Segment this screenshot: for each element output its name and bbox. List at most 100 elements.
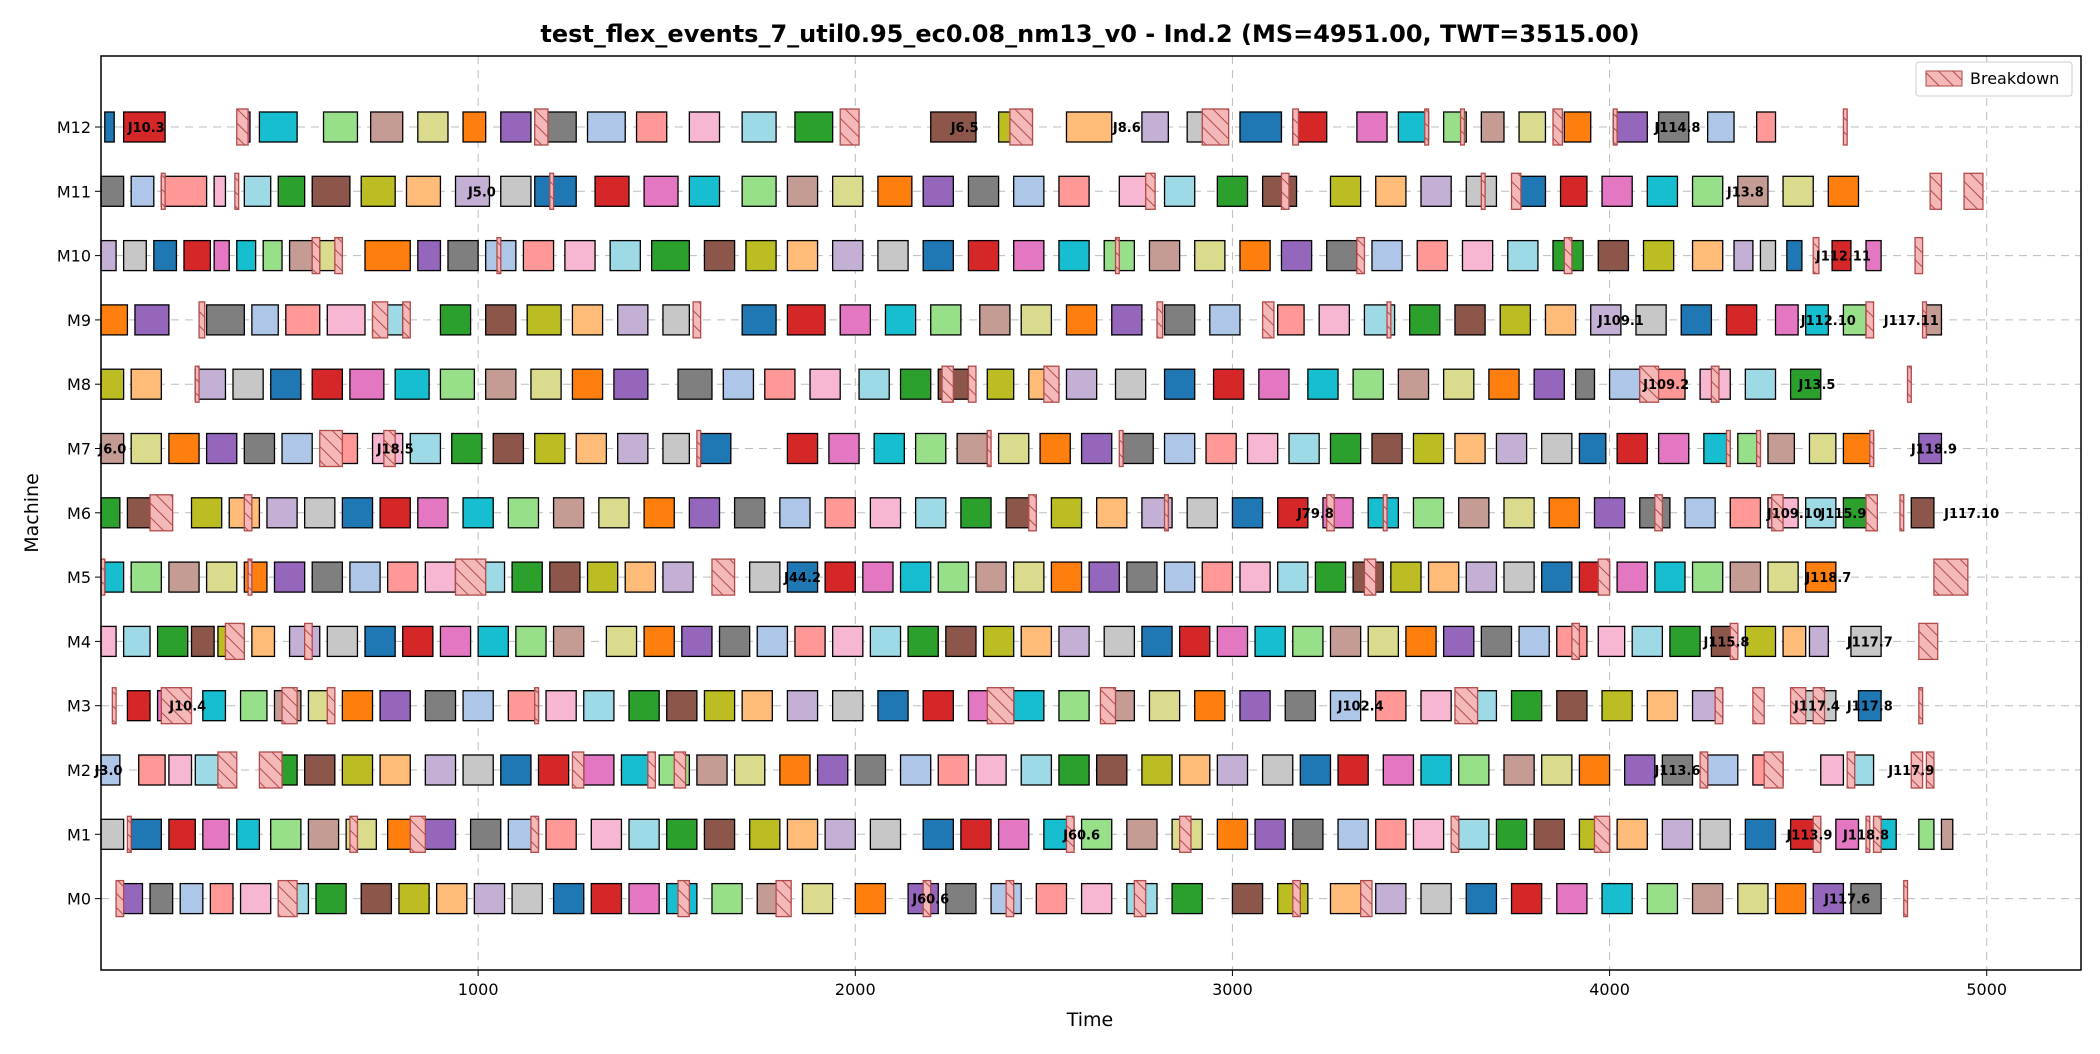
operation-bar [213,175,227,207]
operation-bar [304,754,336,786]
operation-bar [1510,882,1543,915]
breakdown-bar [349,815,359,853]
operation-label: J117.11 [1883,314,1939,329]
operation-bar [1096,754,1128,786]
operation-bar [1058,625,1090,658]
operation-bar [1284,690,1317,722]
operation-bar [1759,239,1777,272]
operation-bar [741,111,777,143]
operation-bar [749,818,781,850]
operation-bar [1559,175,1588,207]
operation-label: J3.0 [94,764,123,779]
operation-bar [130,432,162,465]
operation-bar [1209,304,1241,336]
operation-bar [1918,432,1943,465]
operation-bar [402,625,434,658]
breakdown-bar [334,236,344,275]
breakdown-bar [1639,365,1660,403]
operation-bar [1767,561,1799,593]
breakdown-bar [1145,172,1156,210]
operation-bar [1458,754,1490,786]
operation-bar [854,882,887,915]
operation-bar [304,497,336,529]
operation-bar [1646,175,1679,207]
y-tick-label: M12 [57,118,91,137]
operation-label: J6.0 [97,443,126,458]
operation-bar [1216,818,1249,850]
operation-bar [1013,690,1045,722]
operation-bar [590,818,623,850]
operation-bar [1458,818,1490,850]
operation-bar [1737,175,1769,207]
x-tick-label: 5000 [1966,980,2007,999]
operation-bar [1725,304,1758,336]
operation-bar [1239,111,1283,143]
breakdown-bar [1360,879,1373,918]
operation-bar [1827,175,1860,207]
operation-bar [862,561,894,593]
breakdown-bar [115,879,125,918]
operation-bar [824,818,856,850]
operation-bar [1356,111,1388,143]
breakdown-bar [1043,365,1060,403]
operation-bar [243,175,272,207]
operation-bar [816,754,849,786]
operation-bar [1458,497,1490,529]
operation-label: J112.10 [1800,314,1856,329]
breakdown-bar [1593,815,1611,853]
operation-bar [1657,432,1690,465]
operation-bar [439,368,476,400]
operation-bar [258,111,298,143]
operation-bar [1148,690,1181,722]
breakdown-bar [1118,429,1124,468]
operation-bar [1556,882,1588,915]
operation-bar [1691,882,1724,915]
breakdown-bar [224,622,245,661]
operation-bar [104,561,125,593]
operation-bar [1337,818,1369,850]
y-tick-label: M3 [67,697,91,716]
breakdown-bar [922,879,932,918]
operation-bar [1141,625,1173,658]
breakdown-bar [319,429,344,468]
operation-bar [1020,304,1053,336]
breakdown-bar [530,815,540,853]
operation-bar [1307,368,1339,400]
operation-bar [1646,882,1679,915]
breakdown-bar [941,365,954,403]
operation-bar [824,497,856,529]
operation-bar [405,175,442,207]
operation-bar [341,690,374,722]
breakdown-bar [258,751,283,789]
operation-bar [914,432,947,465]
operation-bar [307,818,340,850]
operation-bar [869,818,902,850]
breakdown-bar [1280,172,1290,210]
operation-bar [643,497,675,529]
breakdown-bar [1450,815,1460,853]
operation-bar [590,882,623,915]
operation-bar [635,111,668,143]
operation-bar [232,368,264,400]
operation-bar [824,561,856,593]
operation-bar [1503,754,1535,786]
breakdown-bar [1563,236,1573,275]
operation-bar [877,690,909,722]
operation-bar [745,239,777,272]
operation-bar [1556,690,1588,722]
operation-bar [1058,175,1090,207]
breakdown-bar [1714,687,1724,725]
breakdown-bar [549,172,555,210]
operation-bar [100,304,129,336]
operation-bar [982,625,1015,658]
operation-bar [786,818,819,850]
y-tick-label: M8 [67,375,91,394]
operation-bar [677,368,713,400]
operation-bar [311,175,351,207]
breakdown-bar [1752,687,1765,725]
breakdown-bar [1812,236,1820,275]
operation-bar [1114,368,1147,400]
x-axis: 1000 2000 3000 4000 5000 [458,970,2007,999]
operation-bar [1533,368,1565,400]
